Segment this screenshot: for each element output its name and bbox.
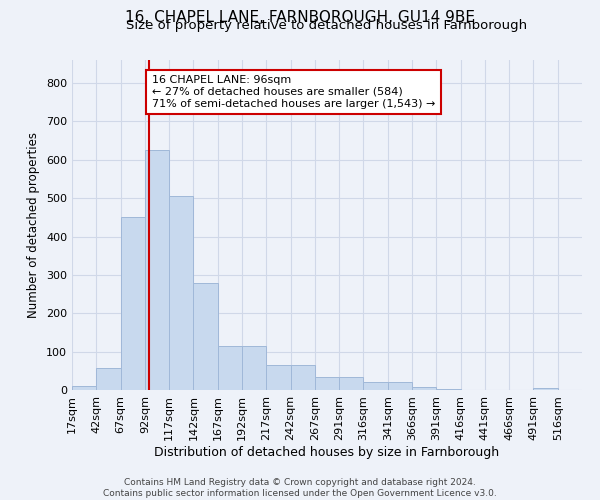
Bar bbox=[72, 386, 96, 390]
Bar bbox=[121, 218, 145, 390]
Bar bbox=[266, 365, 290, 390]
Bar bbox=[339, 376, 364, 390]
Bar bbox=[364, 382, 388, 390]
Bar bbox=[96, 368, 121, 390]
Bar bbox=[145, 150, 169, 390]
Bar bbox=[436, 389, 461, 390]
Bar bbox=[388, 382, 412, 390]
Bar bbox=[315, 376, 339, 390]
Bar bbox=[290, 365, 315, 390]
Y-axis label: Number of detached properties: Number of detached properties bbox=[28, 132, 40, 318]
Title: Size of property relative to detached houses in Farnborough: Size of property relative to detached ho… bbox=[127, 20, 527, 32]
Bar bbox=[169, 196, 193, 390]
Text: Contains HM Land Registry data © Crown copyright and database right 2024.
Contai: Contains HM Land Registry data © Crown c… bbox=[103, 478, 497, 498]
Text: 16 CHAPEL LANE: 96sqm
← 27% of detached houses are smaller (584)
71% of semi-det: 16 CHAPEL LANE: 96sqm ← 27% of detached … bbox=[152, 76, 435, 108]
Bar bbox=[412, 388, 436, 390]
Bar bbox=[242, 346, 266, 390]
X-axis label: Distribution of detached houses by size in Farnborough: Distribution of detached houses by size … bbox=[154, 446, 500, 458]
Bar bbox=[533, 388, 558, 390]
Bar bbox=[193, 282, 218, 390]
Text: 16, CHAPEL LANE, FARNBOROUGH, GU14 9BE: 16, CHAPEL LANE, FARNBOROUGH, GU14 9BE bbox=[125, 10, 475, 25]
Bar bbox=[218, 346, 242, 390]
